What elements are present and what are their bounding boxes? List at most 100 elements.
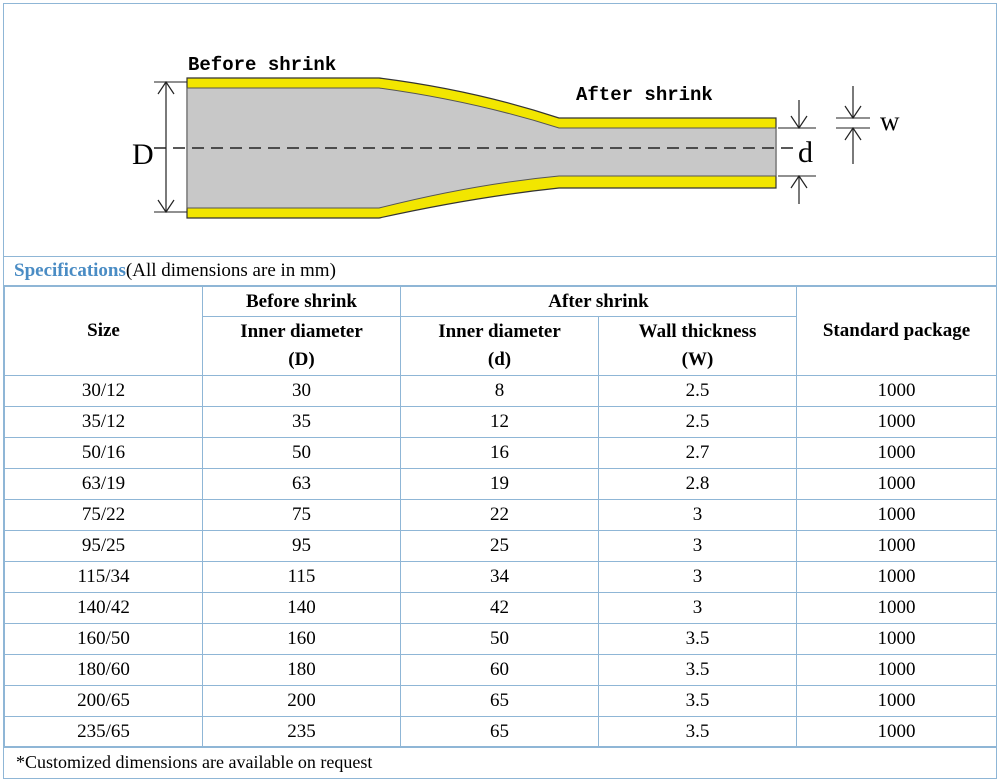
specifications-table-body: 30/12 30 8 2.5 1000 35/12 35 12 2.5 1000… bbox=[4, 375, 997, 748]
after-diameter-cell: 50 bbox=[400, 623, 599, 655]
package-cell: 1000 bbox=[796, 654, 997, 686]
before-diameter-cell: 63 bbox=[202, 468, 401, 500]
table-row: 140/42 140 42 3 1000 bbox=[4, 592, 997, 624]
w-down-arrow bbox=[844, 105, 862, 120]
before-diameter-cell: 160 bbox=[202, 623, 401, 655]
after-diameter-cell: 22 bbox=[400, 499, 599, 531]
package-cell: 1000 bbox=[796, 716, 997, 748]
wall-thickness-cell: 3 bbox=[598, 592, 797, 624]
package-cell: 1000 bbox=[796, 623, 997, 655]
D-down-arrow bbox=[157, 199, 175, 214]
standard-package-header: Standard package bbox=[796, 286, 997, 376]
size-cell: 75/22 bbox=[4, 499, 203, 531]
table-row: 180/60 180 60 3.5 1000 bbox=[4, 654, 997, 686]
specifications-heading: Specifications(All dimensions are in mm) bbox=[4, 256, 996, 286]
table-row: 235/65 235 65 3.5 1000 bbox=[4, 716, 997, 748]
after-diameter-cell: 19 bbox=[400, 468, 599, 500]
after-shrink-label: After shrink bbox=[576, 84, 713, 106]
before-shrink-header: Before shrink bbox=[202, 286, 401, 317]
before-diameter-cell: 75 bbox=[202, 499, 401, 531]
D-up-arrow bbox=[157, 80, 175, 95]
after-diameter-cell: 65 bbox=[400, 685, 599, 717]
w-label: w bbox=[880, 106, 900, 136]
wall-thickness-header: Wall thickness (W) bbox=[598, 316, 797, 376]
before-diameter-cell: 115 bbox=[202, 561, 401, 593]
before-diameter-cell: 235 bbox=[202, 716, 401, 748]
d-unit-label: (d) bbox=[487, 349, 512, 370]
wall-thickness-cell: 2.5 bbox=[598, 375, 797, 407]
D-label: D bbox=[132, 138, 154, 171]
size-cell: 140/42 bbox=[4, 592, 203, 624]
shrink-tube-diagram: Before shrink After shrink D d w bbox=[4, 4, 996, 256]
after-diameter-cell: 8 bbox=[400, 375, 599, 407]
before-diameter-cell: 50 bbox=[202, 437, 401, 469]
w-up-arrow bbox=[844, 126, 862, 141]
table-row: 160/50 160 50 3.5 1000 bbox=[4, 623, 997, 655]
after-shrink-header: After shrink bbox=[400, 286, 797, 317]
package-cell: 1000 bbox=[796, 406, 997, 438]
table-row: 50/16 50 16 2.7 1000 bbox=[4, 437, 997, 469]
before-diameter-cell: 180 bbox=[202, 654, 401, 686]
footer-note: *Customized dimensions are available on … bbox=[4, 746, 996, 778]
tube-illustration: Before shrink After shrink D d w bbox=[132, 54, 900, 219]
before-diameter-cell: 140 bbox=[202, 592, 401, 624]
after-diameter-cell: 12 bbox=[400, 406, 599, 438]
size-cell: 35/12 bbox=[4, 406, 203, 438]
package-cell: 1000 bbox=[796, 685, 997, 717]
after-inner-diameter-label: Inner diameter bbox=[438, 321, 561, 342]
specifications-table: Size Before shrink After shrink Standard… bbox=[4, 286, 997, 748]
table-row: 30/12 30 8 2.5 1000 bbox=[4, 375, 997, 407]
table-row: 200/65 200 65 3.5 1000 bbox=[4, 685, 997, 717]
before-diameter-cell: 95 bbox=[202, 530, 401, 562]
package-cell: 1000 bbox=[796, 530, 997, 562]
after-diameter-cell: 42 bbox=[400, 592, 599, 624]
wall-thickness-cell: 3.5 bbox=[598, 654, 797, 686]
wall-thickness-cell: 3 bbox=[598, 530, 797, 562]
before-diameter-cell: 200 bbox=[202, 685, 401, 717]
W-unit-label: (W) bbox=[681, 349, 714, 370]
size-cell: 180/60 bbox=[4, 654, 203, 686]
package-cell: 1000 bbox=[796, 375, 997, 407]
package-cell: 1000 bbox=[796, 499, 997, 531]
table-row: 75/22 75 22 3 1000 bbox=[4, 499, 997, 531]
size-cell: 200/65 bbox=[4, 685, 203, 717]
after-diameter-cell: 34 bbox=[400, 561, 599, 593]
size-cell: 30/12 bbox=[4, 375, 203, 407]
wall-thickness-cell: 3.5 bbox=[598, 685, 797, 717]
table-row: 115/34 115 34 3 1000 bbox=[4, 561, 997, 593]
size-cell: 50/16 bbox=[4, 437, 203, 469]
specifications-note: (All dimensions are in mm) bbox=[125, 260, 336, 281]
d-up-arrow bbox=[790, 174, 808, 189]
size-cell: 235/65 bbox=[4, 716, 203, 748]
after-diameter-cell: 65 bbox=[400, 716, 599, 748]
after-diameter-cell: 16 bbox=[400, 437, 599, 469]
before-inner-diameter-label: Inner diameter bbox=[240, 321, 363, 342]
wall-thickness-cell: 2.8 bbox=[598, 468, 797, 500]
size-cell: 95/25 bbox=[4, 530, 203, 562]
D-unit-label: (D) bbox=[288, 349, 315, 370]
before-diameter-cell: 35 bbox=[202, 406, 401, 438]
size-cell: 115/34 bbox=[4, 561, 203, 593]
after-diameter-cell: 60 bbox=[400, 654, 599, 686]
after-diameter-cell: 25 bbox=[400, 530, 599, 562]
wall-thickness-cell: 3.5 bbox=[598, 623, 797, 655]
package-cell: 1000 bbox=[796, 592, 997, 624]
wall-thickness-cell: 2.5 bbox=[598, 406, 797, 438]
d-down-arrow bbox=[790, 115, 808, 130]
after-inner-diameter-header: Inner diameter (d) bbox=[400, 316, 599, 376]
before-diameter-cell: 30 bbox=[202, 375, 401, 407]
size-cell: 63/19 bbox=[4, 468, 203, 500]
table-row: 95/25 95 25 3 1000 bbox=[4, 530, 997, 562]
wall-thickness-cell: 2.7 bbox=[598, 437, 797, 469]
table-row: 63/19 63 19 2.8 1000 bbox=[4, 468, 997, 500]
d-label: d bbox=[798, 136, 813, 169]
package-cell: 1000 bbox=[796, 561, 997, 593]
wall-thickness-cell: 3 bbox=[598, 561, 797, 593]
before-inner-diameter-header: Inner diameter (D) bbox=[202, 316, 401, 376]
package-cell: 1000 bbox=[796, 468, 997, 500]
wall-thickness-cell: 3.5 bbox=[598, 716, 797, 748]
table-row: 35/12 35 12 2.5 1000 bbox=[4, 406, 997, 438]
specifications-title: Specifications bbox=[14, 260, 126, 281]
wall-thickness-label: Wall thickness bbox=[638, 321, 757, 342]
wall-thickness-cell: 3 bbox=[598, 499, 797, 531]
